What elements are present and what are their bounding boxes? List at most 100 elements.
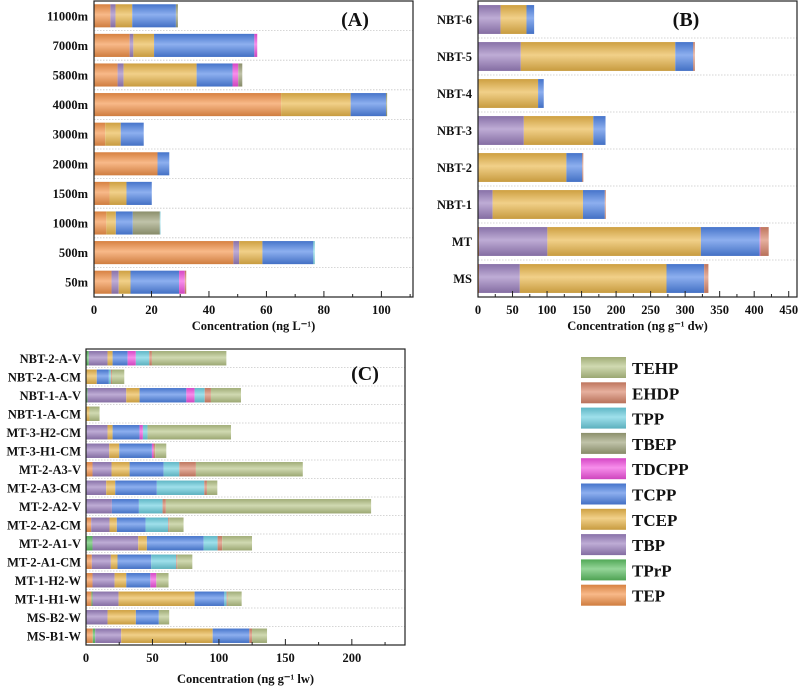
panel-b-tick-label: 250 (641, 303, 660, 317)
panel-a-segment-11000m-tcep (115, 4, 133, 28)
panel-c-segment-mt-2-a2-v-tehp (165, 499, 372, 514)
panel-b-frame (477, 0, 798, 298)
panel-c-segment-mt-2-a1-cm-tcep (110, 554, 118, 569)
panel-a-category-label: 3000m (53, 128, 89, 142)
legend-swatch-tbp (581, 534, 626, 556)
panel-c-segment-mt-1-h1-w-tbp (92, 591, 119, 606)
panel-c-bar-mt-2-a3-v (86, 462, 303, 477)
legend-label-tcpp: TCPP (632, 486, 676, 505)
panel-a-segment-2000m-tep (94, 152, 158, 176)
panel-c-segment-ms-b1-w-tep (86, 628, 93, 643)
panel-a-segment-3000m-tcpp (120, 122, 144, 146)
legend-swatch-tbep (581, 432, 626, 454)
panel-c-category-label: MS-B2-W (27, 611, 82, 625)
panel-a-bar-5800m (94, 63, 243, 87)
panel-c-segment-ms-b1-w-tprp (92, 628, 96, 643)
panel-c-segment-mt-2-a1-v-tpp (203, 536, 218, 551)
panel-b-category-label: MS (453, 272, 472, 286)
panel-c-category-label: MT-2-A2-CM (7, 518, 81, 532)
legend-item-tpp: TPP (581, 407, 664, 429)
panel-a-category-label: 1500m (53, 187, 89, 201)
panel-c-tick-label: 50 (146, 651, 159, 665)
panel-b-segment-mt-tbp (479, 227, 548, 256)
panel-a-bar-7000m (94, 33, 258, 57)
panel-c-category-label: MT-2-A3-CM (7, 481, 81, 495)
panel-c-segment-mt-3-h2-cm-tpp (142, 425, 148, 440)
panel-c-category-label: NBT-1-A-CM (8, 407, 81, 421)
panel-c-segment-nbt-2-a-cm-ehdp (110, 369, 112, 384)
panel-c-segment-ms-b2-w-tcep (107, 610, 136, 625)
panel-b-segment-nbt-1-tcpp (582, 190, 605, 219)
panel-c-segment-nbt-1-a-cm-tehp (89, 406, 100, 421)
panel-b-segment-nbt-6-tcpp (526, 5, 535, 34)
panel-b-segment-nbt-5-ehdp (693, 42, 695, 71)
panel-c-segment-ms-b1-w-tcpp (212, 628, 250, 643)
panel-c-segment-nbt-2-a-v-tcpp (112, 351, 128, 366)
panel-a-bar-11000m (94, 4, 178, 28)
panel-c-segment-mt-2-a1-v-tprp (86, 536, 93, 551)
panel-c-bar-nbt-1-a-cm (86, 406, 100, 421)
panel-c-segment-mt-1-h2-w-tep (86, 573, 93, 588)
panel-c-segment-mt-3-h1-cm-tehp (155, 443, 167, 458)
panel-c-title: (C) (351, 363, 379, 385)
panel-b-segment-nbt-6-tbp (478, 5, 501, 34)
panel-a-category-label: 2000m (53, 157, 89, 171)
panel-b-title: (B) (673, 9, 700, 31)
panel-c-xlabel: Concentration (ng g⁻¹ lw) (177, 672, 314, 686)
panel-a-segment-2000m-tcpp (157, 152, 170, 176)
panel-c-segment-nbt-2-a-v-tehp (151, 351, 227, 366)
panel-c-segment-mt-2-a3-v-ehdp (179, 462, 196, 477)
panel-b-segment-nbt-1-tbp (478, 190, 493, 219)
panel-c-segment-mt-3-h1-cm-tbp (86, 443, 110, 458)
panel-c-category-label: MT-3-H1-CM (6, 444, 81, 458)
panel-b-segment-ms-tcep (519, 264, 667, 293)
panel-a-segment-500m-tcep (239, 241, 263, 265)
panel-c-segment-mt-1-h2-w-tehp (156, 573, 169, 588)
panel-a-tick-label: 60 (260, 303, 273, 317)
panel-c-tick-label: 150 (276, 651, 295, 665)
panel-c-segment-nbt-2-a-cm-tcpp (96, 369, 109, 384)
panel-c-segment-mt-1-h1-w-tep (86, 591, 92, 606)
panel-c-category-label: NBT-1-A-V (20, 389, 81, 403)
panel-a-segment-50m-tcep (118, 270, 131, 294)
panel-c-segment-mt-2-a1-cm-tpp (151, 554, 177, 569)
panel-c-tick-label: 200 (342, 651, 361, 665)
panel-c-segment-mt-2-a2-v-tpp (138, 499, 163, 514)
panel-b-segment-nbt-4-tcpp (538, 79, 544, 108)
panel-a-segment-1500m-tcpp (126, 181, 152, 205)
panel-c-segment-mt-2-a3-cm-tpp (156, 480, 205, 495)
panel-c-category-label: MT-2-A1-CM (7, 555, 81, 569)
panel-c-bar-nbt-2-a-cm (86, 369, 125, 384)
panel-a-segment-4000m-tep (94, 93, 282, 117)
panel-b-tick-label: 150 (572, 303, 591, 317)
panel-c-segment-mt-1-h1-w-tehp (227, 591, 242, 606)
panel-b-segment-ms-tbp (479, 264, 520, 293)
panel-b-segment-nbt-5-tcep (520, 42, 676, 71)
legend-item-tbep: TBEP (581, 432, 676, 454)
panel-a-segment-7000m-tcpp (154, 33, 255, 57)
legend: TEHP EHDP TPP TBEP TDCPP TCPP TCEP TBP TPrP TEP (581, 357, 689, 606)
panel-c-segment-mt-2-a3-cm-ehdp (204, 480, 207, 495)
panel-c-segment-mt-1-h2-w-tcpp (126, 573, 151, 588)
panel-a-segment-7000m-tcep (133, 33, 155, 57)
panel-b-category-label: NBT-2 (437, 161, 472, 175)
panel-a-segment-500m-tpp (313, 241, 315, 265)
panel-c-segment-mt-2-a3-v-tcpp (129, 462, 164, 477)
panel-c-category-label: MT-1-H1-W (15, 592, 82, 606)
panel-c-segment-mt-2-a3-cm-tcep (106, 480, 116, 495)
panel-c-segment-ms-b1-w-tbp (95, 628, 122, 643)
legend-swatch-ehdp (581, 382, 626, 404)
panel-a-category-label: 1000m (53, 217, 89, 231)
panel-b-segment-nbt-2-ehdp (582, 153, 584, 182)
panel-b-category-label: NBT-1 (437, 198, 472, 212)
panel-b-bar-nbt-4 (478, 79, 544, 108)
panel-c-segment-mt-3-h2-cm-tdcpp (139, 425, 143, 440)
panel-c-bar-nbt-2-a-v (86, 351, 227, 366)
panel-b-tick-label: 200 (607, 303, 626, 317)
panel-b-segment-mt-ehdp (760, 227, 769, 256)
panel-a-segment-4000m-tbep (385, 93, 388, 117)
panel-c-segment-mt-2-a1-v-tehp (222, 536, 253, 551)
panel-a: 0 20 40 60 80 100 11000m 7000m 5800m 4000m 3000m 2… (47, 0, 414, 333)
legend-label-tep: TEP (632, 587, 665, 606)
panel-a-segment-1000m-tcep (106, 211, 116, 235)
